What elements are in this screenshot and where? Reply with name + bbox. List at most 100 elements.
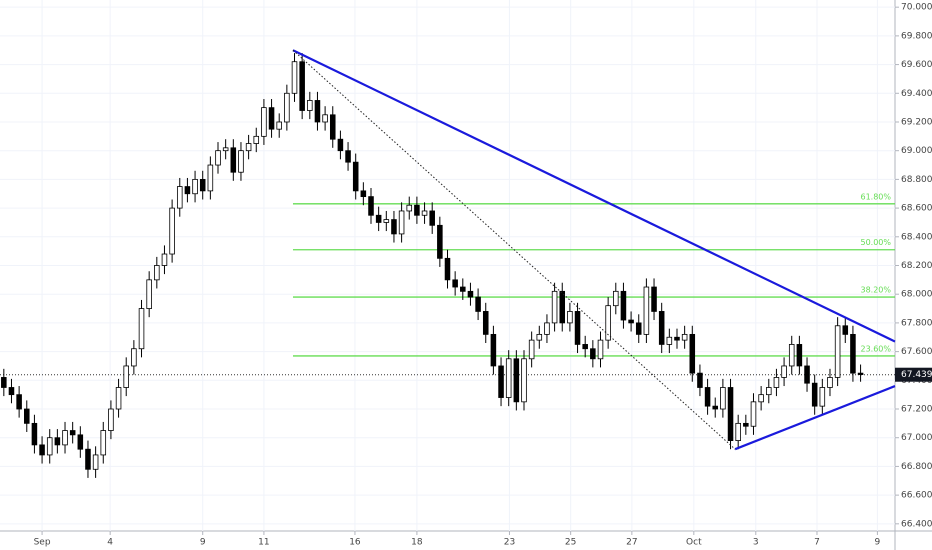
y-tick-label: 70.000 <box>901 3 932 13</box>
fib-label: 38.20% <box>860 286 891 295</box>
candle-body <box>811 382 818 407</box>
y-tick-label: 66.800 <box>901 462 932 472</box>
x-tick-label: 3 <box>753 538 759 548</box>
candle-body <box>284 92 290 123</box>
candle-body <box>666 336 673 345</box>
candle-body <box>766 387 772 396</box>
candle-body <box>276 121 282 130</box>
candle-body <box>108 408 114 431</box>
candle-body <box>620 290 627 321</box>
candle-body <box>322 114 328 123</box>
candle-body <box>827 377 833 388</box>
candle-body <box>475 296 481 312</box>
candle-body <box>689 333 696 374</box>
candle-body <box>574 311 581 345</box>
y-tick-label: 66.600 <box>901 491 932 501</box>
y-tick-label: 68.200 <box>901 261 932 271</box>
candle-body <box>238 150 244 173</box>
candle-body <box>16 394 22 410</box>
candle-body <box>215 150 221 166</box>
candle-body <box>567 311 573 324</box>
candle-body <box>590 348 596 360</box>
y-tick-label: 67.000 <box>901 433 932 443</box>
candle-body <box>804 365 810 384</box>
candle-body <box>138 308 145 350</box>
candle-body <box>628 319 634 324</box>
candle-body <box>54 437 61 446</box>
x-tick-label: 7 <box>814 538 820 548</box>
x-tick-label: 4 <box>107 538 113 548</box>
y-tick-label: 69.400 <box>901 89 932 99</box>
candle-body <box>337 138 344 152</box>
candle-body <box>192 178 198 195</box>
candle-body <box>199 178 206 192</box>
x-tick-label: Oct <box>686 538 702 548</box>
candle-body <box>727 387 734 441</box>
candle-body <box>62 430 68 446</box>
candle-body <box>230 147 237 173</box>
candle-body <box>712 405 719 410</box>
candle-body <box>299 61 305 111</box>
y-tick-label: 67.200 <box>901 405 932 415</box>
candle-body <box>261 107 267 137</box>
candle-body <box>697 372 703 388</box>
candle-body <box>383 219 390 223</box>
candle-body <box>505 358 512 398</box>
candle-body <box>169 207 175 255</box>
candle-body <box>314 100 321 123</box>
x-tick-label: 9 <box>875 538 881 548</box>
x-tick-label: 11 <box>258 538 269 548</box>
candle-body <box>161 253 168 266</box>
candle-body <box>39 444 45 456</box>
y-tick-label: 69.800 <box>901 31 932 41</box>
candle-body <box>131 348 137 367</box>
candle-body <box>681 333 688 341</box>
candle-body <box>857 372 864 375</box>
candle-body <box>819 387 826 407</box>
candle-body <box>850 333 856 374</box>
y-tick-label: 66.400 <box>901 519 932 529</box>
candle-body <box>635 322 642 335</box>
candle-body <box>115 387 122 410</box>
candle-body <box>781 365 787 378</box>
candle-body <box>773 377 780 388</box>
y-tick-label: 67.800 <box>901 318 932 328</box>
y-tick-label: 67.600 <box>901 347 932 357</box>
candle-body <box>352 161 359 192</box>
candle-body <box>460 286 466 292</box>
candle-body <box>643 286 650 335</box>
candle-body <box>123 365 129 388</box>
trendline <box>292 49 896 343</box>
x-tick-label: 18 <box>411 538 423 548</box>
candle-body <box>582 344 588 350</box>
fib-label: 50.00% <box>860 238 891 247</box>
candle-body <box>536 333 543 341</box>
candle-body <box>674 336 680 341</box>
candle-body <box>528 339 535 360</box>
candle-body <box>406 204 413 212</box>
candle-body <box>651 286 657 312</box>
candle-body <box>69 430 76 436</box>
candle-body <box>85 448 91 470</box>
candle-body <box>437 224 443 259</box>
candle-body <box>842 325 849 335</box>
candle-body <box>429 210 435 226</box>
y-tick-label: 68.400 <box>901 232 932 242</box>
candle-body <box>467 290 474 298</box>
candle-body <box>834 325 841 378</box>
candle-body <box>613 290 619 307</box>
candle-body <box>452 279 458 288</box>
candle-body <box>788 344 795 367</box>
candle-body <box>207 164 214 192</box>
candle-body <box>796 344 803 367</box>
candle-body <box>329 114 336 140</box>
x-tick-label: 23 <box>504 538 515 548</box>
candle-body <box>398 210 405 235</box>
candle-body <box>92 454 99 470</box>
candle-body <box>368 196 374 216</box>
candle-body <box>176 186 183 209</box>
candle-body <box>184 186 191 195</box>
candle-body <box>658 311 665 345</box>
candle-body <box>704 387 711 407</box>
